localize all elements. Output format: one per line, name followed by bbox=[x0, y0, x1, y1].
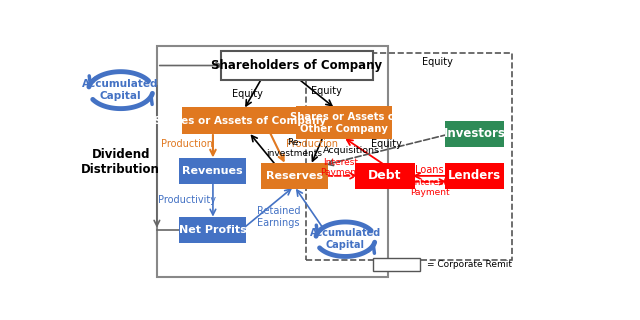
Text: Equity: Equity bbox=[422, 57, 452, 67]
Text: = Corporate Remit: = Corporate Remit bbox=[428, 260, 512, 269]
Text: Equity: Equity bbox=[371, 139, 402, 149]
Text: Interest
Payment: Interest Payment bbox=[321, 158, 360, 178]
Text: Shareholders of Company: Shareholders of Company bbox=[211, 59, 383, 72]
Text: Production: Production bbox=[286, 139, 338, 149]
Text: Equity: Equity bbox=[310, 86, 342, 96]
Text: Shares or Assets of Company: Shares or Assets of Company bbox=[154, 116, 326, 126]
Text: Reserves: Reserves bbox=[266, 171, 323, 181]
Text: Equity: Equity bbox=[232, 89, 263, 99]
FancyBboxPatch shape bbox=[445, 163, 504, 189]
Text: Debt: Debt bbox=[368, 169, 402, 182]
FancyBboxPatch shape bbox=[182, 108, 298, 134]
Text: Dividend
Distribution: Dividend Distribution bbox=[81, 148, 160, 176]
Text: Lenders: Lenders bbox=[448, 169, 501, 182]
FancyBboxPatch shape bbox=[261, 163, 328, 189]
FancyBboxPatch shape bbox=[372, 259, 420, 271]
Text: Revenues: Revenues bbox=[182, 166, 243, 176]
Text: Accumulated
Capital: Accumulated Capital bbox=[83, 79, 159, 101]
Text: Retained
Earnings: Retained Earnings bbox=[257, 206, 300, 228]
FancyBboxPatch shape bbox=[445, 121, 504, 147]
Text: Productivity: Productivity bbox=[157, 195, 216, 205]
Text: Loans: Loans bbox=[415, 165, 444, 175]
Text: Re-
investments: Re- investments bbox=[266, 138, 322, 158]
Text: Net Profits: Net Profits bbox=[179, 225, 246, 235]
Text: Acquisitions: Acquisitions bbox=[323, 146, 380, 155]
FancyBboxPatch shape bbox=[355, 163, 415, 189]
FancyBboxPatch shape bbox=[296, 106, 392, 140]
Text: Shares or Assets of
Other Company: Shares or Assets of Other Company bbox=[289, 112, 399, 133]
Text: Accumulated
Capital: Accumulated Capital bbox=[310, 228, 381, 250]
Text: Interest
Payment: Interest Payment bbox=[410, 178, 449, 197]
Text: Investors: Investors bbox=[444, 127, 505, 140]
Text: Production: Production bbox=[161, 139, 212, 149]
FancyBboxPatch shape bbox=[179, 158, 246, 184]
FancyBboxPatch shape bbox=[179, 217, 246, 243]
FancyBboxPatch shape bbox=[221, 51, 372, 80]
